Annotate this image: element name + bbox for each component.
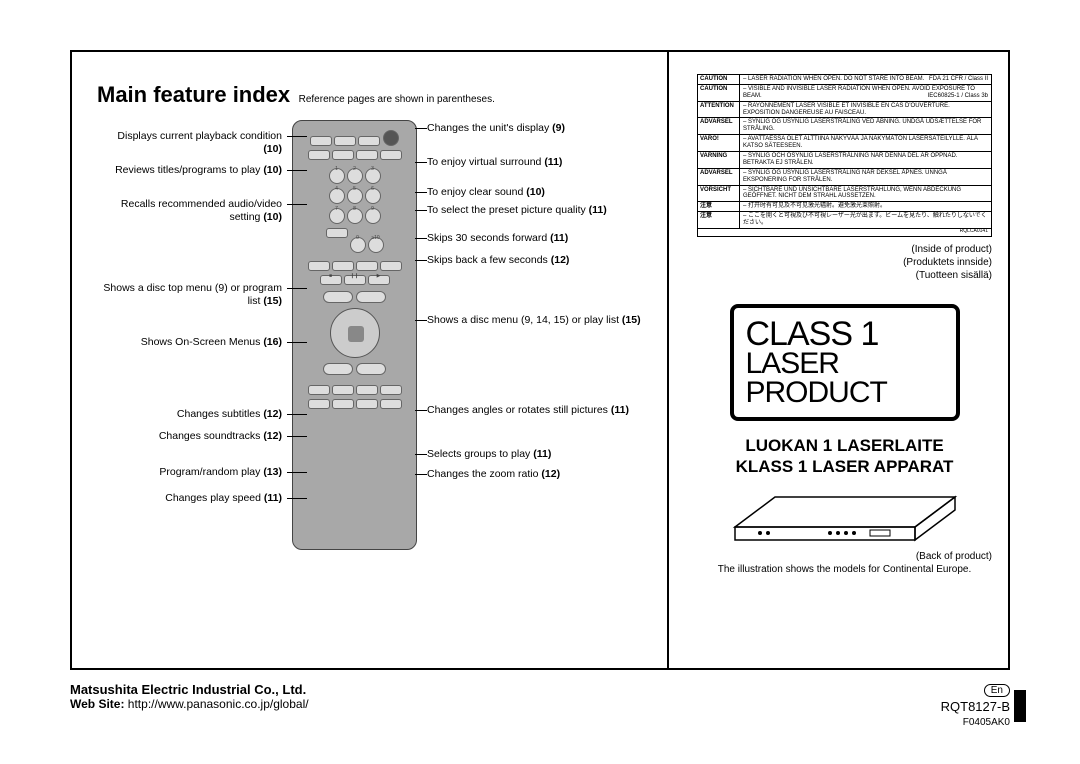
player-illustration xyxy=(730,492,960,547)
callout-left: Displays current playback condition (10) xyxy=(97,130,282,156)
callout-right: Shows a disc menu (9, 14, 15) or play li… xyxy=(427,314,652,327)
callout-right: To select the preset picture quality (11… xyxy=(427,204,652,217)
remote-control: 123 456 789 0≥10 ■❙❙▶ xyxy=(292,120,417,550)
warning-row: 注意– 打开时有可见及不可见激光辐射。避免激光束照射。 xyxy=(698,202,991,212)
warning-row: ATTENTION– RAYONNEMENT LASER VISIBLE ET … xyxy=(698,102,991,119)
callout-right: Changes the unit's display (9) xyxy=(427,122,652,135)
callout-right: Changes the zoom ratio (12) xyxy=(427,468,652,481)
page-footer: Matsushita Electric Industrial Co., Ltd.… xyxy=(70,682,1010,728)
inside-label-line: (Produktets innside) xyxy=(697,256,992,269)
callout-left: Changes subtitles (12) xyxy=(97,408,282,421)
page-frame: Main feature index Reference pages are s… xyxy=(70,50,1010,670)
warning-row: VORSICHT– SICHTBARE UND UNSICHTBARE LASE… xyxy=(698,186,991,203)
callout-right: To enjoy virtual surround (11) xyxy=(427,156,652,169)
warning-row: 注意– ここを開くと可視及び不可視レーザー光が出ます。ビームを見たり、触れたりし… xyxy=(698,212,991,229)
left-panel: Main feature index Reference pages are s… xyxy=(72,52,667,668)
callout-left: Recalls recommended audio/video setting … xyxy=(97,198,282,224)
callout-left: Changes play speed (11) xyxy=(97,492,282,505)
footer-right: En RQT8127-B F0405AK0 xyxy=(941,682,1010,728)
callout-right: Skips 30 seconds forward (11) xyxy=(427,232,652,245)
laser-line2: LASER PRODUCT xyxy=(746,350,944,407)
luokan-text: LUOKAN 1 LASERLAITE KLASS 1 LASER APPARA… xyxy=(697,435,992,478)
footer-left: Matsushita Electric Industrial Co., Ltd.… xyxy=(70,682,309,711)
website-label: Web Site: xyxy=(70,697,124,711)
company-name: Matsushita Electric Industrial Co., Ltd. xyxy=(70,682,309,697)
warning-row: CAUTION– VISIBLE AND INVISIBLE LASER RAD… xyxy=(698,85,991,102)
europe-note: The illustration shows the models for Co… xyxy=(697,564,992,575)
callout-left: Shows On-Screen Menus (16) xyxy=(97,336,282,349)
warning-row: ADVARSEL– SYNLIG OG USYNLIG LASERSTRÅLIN… xyxy=(698,118,991,135)
laser-class-box: CLASS 1 LASER PRODUCT xyxy=(730,304,960,421)
warning-row: ADVARSEL– SYNLIG OG USYNLIG LASERSTRÅLIN… xyxy=(698,169,991,186)
subtitle: Reference pages are shown in parentheses… xyxy=(299,94,495,105)
laser-line1: CLASS 1 xyxy=(746,318,944,350)
luokan-line1: LUOKAN 1 LASERLAITE xyxy=(697,435,992,456)
callout-left: Changes soundtracks (12) xyxy=(97,430,282,443)
website-row: Web Site: http://www.panasonic.co.jp/glo… xyxy=(70,697,309,711)
website-url: http://www.panasonic.co.jp/global/ xyxy=(128,697,309,711)
warning-code: RQLCA0141 xyxy=(698,229,991,236)
inside-label-line: (Inside of product) xyxy=(697,243,992,256)
remote-diagram: 123 456 789 0≥10 ■❙❙▶ Displays current p… xyxy=(97,120,652,570)
language-badge: En xyxy=(984,684,1010,697)
revision-code: F0405AK0 xyxy=(963,717,1010,728)
back-of-product-label: (Back of product) xyxy=(697,551,992,562)
warning-row: VARO!– AVATTAESSA OLET ALTTIINA NÄKYVÄÄ … xyxy=(698,135,991,152)
inside-product-labels: (Inside of product)(Produktets innside)(… xyxy=(697,243,992,282)
inside-label-line: (Tuotteen sisällä) xyxy=(697,269,992,282)
luokan-line2: KLASS 1 LASER APPARAT xyxy=(697,456,992,477)
callout-left: Shows a disc top menu (9) or program lis… xyxy=(97,282,282,308)
warning-row: VARNING– SYNLIG OCH OSYNLIG LASERSTRÅLNI… xyxy=(698,152,991,169)
callout-right: Skips back a few seconds (12) xyxy=(427,254,652,267)
warning-row: CAUTION– LASER RADIATION WHEN OPEN. DO N… xyxy=(698,75,991,85)
document-number: RQT8127-B xyxy=(941,699,1010,714)
callout-right: To enjoy clear sound (10) xyxy=(427,186,652,199)
callout-right: Changes angles or rotates still pictures… xyxy=(427,404,652,417)
title-row: Main feature index Reference pages are s… xyxy=(97,82,652,108)
callout-left: Reviews titles/programs to play (10) xyxy=(97,164,282,177)
warning-label-box: CAUTION– LASER RADIATION WHEN OPEN. DO N… xyxy=(697,74,992,237)
callout-right: Selects groups to play (11) xyxy=(427,448,652,461)
callout-left: Program/random play (13) xyxy=(97,466,282,479)
main-title: Main feature index xyxy=(97,82,290,107)
right-panel: CAUTION– LASER RADIATION WHEN OPEN. DO N… xyxy=(669,52,1010,668)
page-edge-tab xyxy=(1014,690,1026,722)
